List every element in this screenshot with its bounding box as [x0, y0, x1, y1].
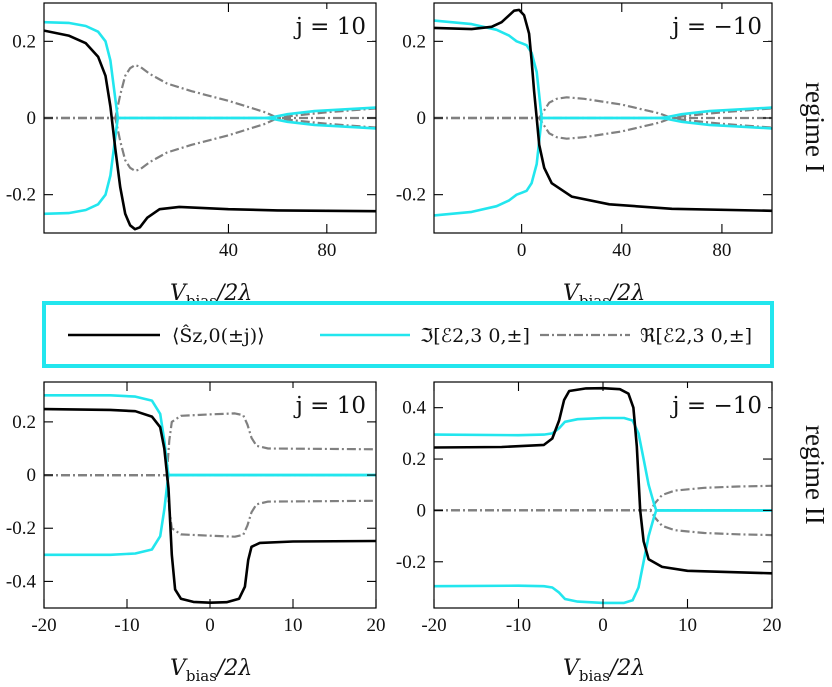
panel-j-label: j = 10	[293, 393, 366, 419]
series-group	[44, 394, 376, 604]
series-group	[434, 386, 772, 605]
x-axis-label-main: V	[170, 656, 188, 681]
ytick-label: 0.2	[402, 449, 426, 470]
xtick-label: -20	[31, 615, 56, 636]
legend-label-im: ℑ[ℰ2,3 0,±]	[420, 325, 530, 347]
series-line-im+	[44, 394, 376, 477]
panel-I-neg: 0.20-0.204080Vbias/2λj = −10	[396, 2, 773, 310]
regime-label-2: regime II	[800, 425, 830, 525]
series-line-im+	[434, 416, 772, 512]
series-line-im-	[44, 473, 376, 557]
xtick-label: 10	[678, 615, 697, 636]
ytick-label: -0.2	[396, 185, 426, 206]
ytick-label: 0	[27, 465, 37, 486]
series-line-re+	[44, 412, 376, 477]
xtick-label: 0	[517, 240, 527, 261]
legend-label-re: ℜ[ℰ2,3 0,±]	[640, 325, 752, 347]
series-line-im-	[434, 509, 772, 605]
series-line-re-	[434, 107, 772, 140]
series-line-sz	[44, 29, 376, 231]
series-line-im+	[44, 20, 376, 120]
x-axis-label-tail: /2λ	[215, 656, 252, 681]
xtick-label: -10	[506, 615, 531, 636]
series-group	[44, 20, 376, 231]
panel-j-label: j = −10	[669, 14, 762, 40]
ytick-label: 0.4	[402, 398, 426, 419]
series-line-re+	[44, 63, 376, 129]
j-label-bg	[662, 9, 768, 41]
regime-label-1: regime I	[800, 82, 830, 173]
x-axis-label: Vbias/2λ	[563, 656, 645, 685]
ytick-label: 0	[417, 108, 427, 129]
ytick-label: 0.2	[12, 412, 36, 433]
xtick-label: 80	[317, 240, 336, 261]
panel-II-pos: 0.2 0 -0.2 -0.4 -20 -10 0 10 20 Vbias/2λ j = 10	[6, 381, 386, 685]
xtick-label: -10	[114, 615, 139, 636]
panel-j-label: j = −10	[669, 393, 762, 419]
panel-j-label: j = 10	[293, 14, 366, 40]
ytick-label: 0.2	[12, 31, 36, 52]
series-line-re-	[434, 509, 772, 537]
x-axis-label-sub: bias	[579, 667, 610, 685]
series-line-sz	[434, 386, 772, 575]
series-group	[434, 8, 772, 217]
xtick-label: 20	[763, 615, 782, 636]
xtick-label: 80	[712, 240, 731, 261]
legend: ⟨Ŝz,0(±j)⟩ ℑ[ℰ2,3 0,±] ℜ[ℰ2,3 0,±]	[42, 301, 774, 368]
series-line-im-	[44, 116, 376, 216]
ytick-label: -0.4	[6, 571, 37, 592]
x-axis-label-main: V	[563, 656, 581, 681]
series-line-sz	[434, 8, 772, 213]
x-axis-label: Vbias/2λ	[170, 656, 252, 685]
ytick-label: 0.2	[402, 31, 426, 52]
series-line-sz	[44, 407, 376, 604]
ytick-label: -0.2	[6, 518, 36, 539]
xtick-label: 20	[367, 615, 386, 636]
xtick-label: 0	[598, 615, 608, 636]
x-axis-label-tail: /2λ	[608, 656, 645, 681]
series-line-re+	[434, 96, 772, 129]
j-label-bg	[662, 388, 768, 420]
series-line-re+	[434, 484, 772, 512]
xtick-label: 10	[284, 615, 303, 636]
legend-label-sz: ⟨Ŝz,0(±j)⟩	[172, 324, 265, 347]
panels-layer: 0.2 0 -0.2 40 80 Vbias/2λ j = 10 0.2 0 -0.2 0 40 80 V…	[6, 2, 782, 685]
xtick-label: 40	[612, 240, 631, 261]
panel-I-pos: 0.20-0.24080Vbias/2λj = 10	[6, 2, 377, 310]
series-line-im-	[434, 116, 772, 217]
series-line-re-	[44, 107, 376, 172]
x-axis-label-main: V	[563, 281, 581, 306]
ytick-label: 0	[417, 500, 427, 521]
series-line-re-	[44, 474, 376, 538]
xtick-label: 0	[205, 615, 215, 636]
series-line-im+	[434, 19, 772, 120]
ytick-label: 0	[27, 108, 37, 129]
ytick-label: -0.2	[396, 552, 426, 573]
xtick-label: -20	[421, 615, 446, 636]
j-label-bg	[286, 388, 372, 420]
xtick-label: 40	[219, 240, 238, 261]
j-label-bg	[286, 9, 372, 41]
x-axis-label-sub: bias	[186, 667, 217, 685]
x-axis-label-main: V	[170, 281, 188, 306]
panel-II-neg: 0.4 0.2 0 -0.2 -20 -10 0 10 20 Vbias/2λ j = −10	[396, 381, 782, 685]
ytick-label: -0.2	[6, 185, 36, 206]
